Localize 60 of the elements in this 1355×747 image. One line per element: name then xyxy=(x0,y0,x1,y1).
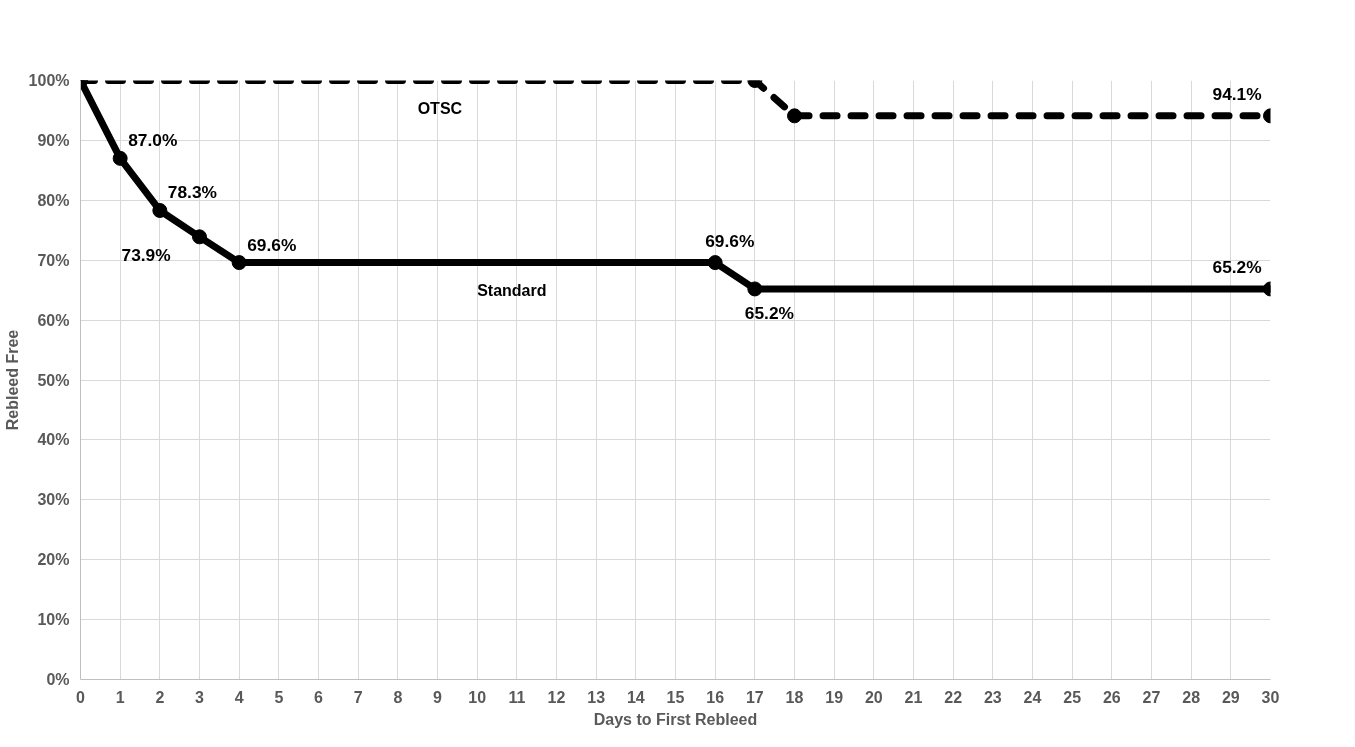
x-tick-label: 9 xyxy=(433,688,443,706)
x-tick-label: 30 xyxy=(1261,688,1280,706)
point xyxy=(231,255,247,271)
x-tick-label: 15 xyxy=(666,688,685,706)
x-tick-label: 5 xyxy=(274,688,284,706)
x-tick-label: 12 xyxy=(547,688,566,706)
data-label: 87.0% xyxy=(128,130,178,151)
x-tick-label: 26 xyxy=(1102,688,1121,706)
x-tick-label: 6 xyxy=(314,688,324,706)
data-label: 65.2% xyxy=(744,302,794,323)
x-tick-label: 27 xyxy=(1142,688,1161,706)
x-axis-title: Days to First Rebleed xyxy=(593,710,758,728)
x-tick-label: 25 xyxy=(1063,688,1082,706)
x-tick-label: 28 xyxy=(1182,688,1201,706)
x-tick-label: 4 xyxy=(234,688,244,706)
y-tick-label: 20% xyxy=(37,551,70,569)
point xyxy=(707,255,723,271)
data-label: 78.3% xyxy=(167,182,217,203)
y-tick-label: 40% xyxy=(37,431,70,449)
x-tick-label: 17 xyxy=(745,688,764,706)
x-tick-label: 16 xyxy=(706,688,725,706)
x-tick-label: 0 xyxy=(76,688,86,706)
y-tick-label: 90% xyxy=(37,131,70,149)
x-tick-label: 21 xyxy=(904,688,923,706)
series-label: OTSC xyxy=(417,99,463,117)
y-tick-label: 70% xyxy=(37,251,70,269)
x-tick-label: 19 xyxy=(825,688,844,706)
x-tick-label: 7 xyxy=(353,688,363,706)
x-tick-label: 10 xyxy=(468,688,487,706)
data-label: 73.9% xyxy=(121,244,171,265)
x-tick-label: 3 xyxy=(195,688,205,706)
x-tick-label: 8 xyxy=(393,688,403,706)
x-tick-label: 11 xyxy=(508,688,526,706)
y-tick-label: 50% xyxy=(37,371,70,389)
y-tick-label: 100% xyxy=(28,72,70,89)
point xyxy=(112,150,128,166)
x-tick-label: 29 xyxy=(1221,688,1240,706)
x-tick-label: 20 xyxy=(864,688,883,706)
y-tick-label: 0% xyxy=(46,671,70,688)
x-tick-label: 14 xyxy=(626,688,645,706)
series-label: Standard xyxy=(477,281,547,299)
data-label: 94.1% xyxy=(1212,83,1262,104)
y-axis-title: Rebleed Free xyxy=(3,329,21,431)
x-tick-label: 13 xyxy=(587,688,606,706)
point xyxy=(152,203,168,218)
x-tick-label: 2 xyxy=(155,688,165,706)
y-tick-label: 80% xyxy=(37,191,70,209)
data-label: 69.6% xyxy=(247,234,297,255)
y-tick-label: 10% xyxy=(37,611,70,629)
data-label: 65.2% xyxy=(1212,256,1262,277)
y-tick-label: 60% xyxy=(37,311,70,329)
point xyxy=(747,281,763,297)
x-tick-label: 1 xyxy=(115,688,125,706)
y-tick-label: 30% xyxy=(37,491,70,509)
x-tick-label: 23 xyxy=(983,688,1002,706)
point xyxy=(192,229,207,245)
x-tick-label: 22 xyxy=(944,688,963,706)
x-tick-label: 24 xyxy=(1023,688,1042,706)
x-tick-label: 18 xyxy=(785,688,804,706)
data-label: 69.6% xyxy=(705,230,755,251)
